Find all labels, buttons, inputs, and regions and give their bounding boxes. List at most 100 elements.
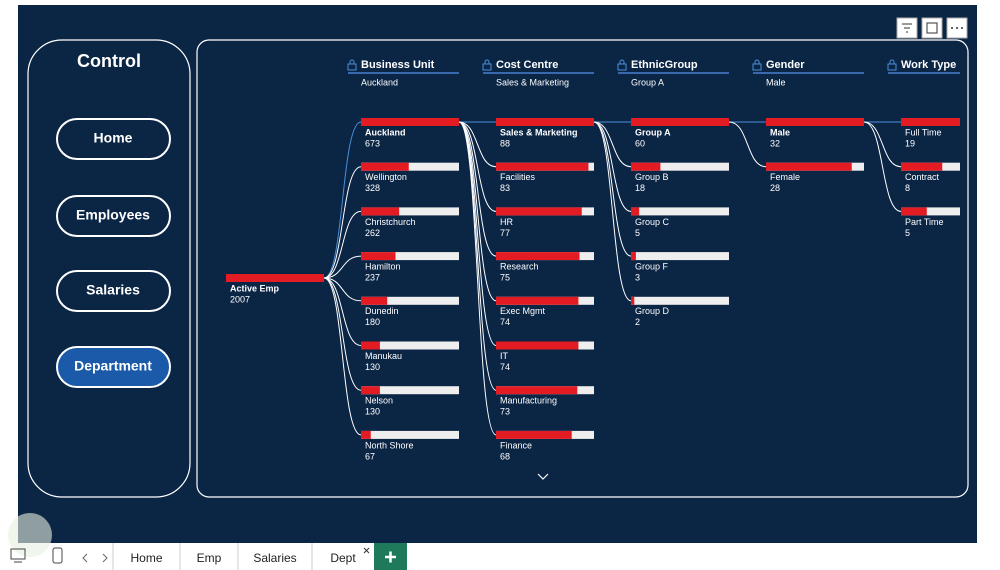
nav-button[interactable] — [56, 270, 171, 312]
bar[interactable] — [766, 162, 852, 171]
prev-page-arrow[interactable] — [82, 553, 88, 563]
nav-button-label[interactable]: Employees — [76, 207, 150, 223]
nav-button[interactable] — [56, 346, 171, 388]
node-label[interactable]: Contract — [905, 172, 940, 182]
node-label[interactable]: Sales & Marketing — [500, 127, 578, 137]
bar[interactable] — [361, 296, 388, 305]
node-label[interactable]: Manufacturing — [500, 396, 557, 406]
mobile-view-icon[interactable] — [52, 547, 63, 564]
node-value: 75 — [500, 272, 510, 282]
nav-button-label[interactable]: Salaries — [86, 282, 140, 298]
bar[interactable] — [901, 162, 943, 171]
bar[interactable] — [496, 252, 580, 261]
node-value: 68 — [500, 451, 510, 461]
node-label[interactable]: Nelson — [365, 396, 393, 406]
node-label[interactable]: Group C — [635, 217, 670, 227]
lock-shackle — [619, 59, 625, 64]
connector — [593, 121, 632, 212]
level-selection: Male — [766, 77, 786, 87]
bar[interactable] — [496, 341, 579, 350]
level-header[interactable]: Business Unit — [361, 59, 435, 71]
level-header[interactable]: Cost Centre — [496, 59, 558, 71]
nav-button[interactable] — [56, 118, 171, 160]
node-label[interactable]: Group B — [635, 172, 669, 182]
node-value: 673 — [365, 138, 380, 148]
node-label[interactable]: Group D — [635, 306, 670, 316]
tab-label[interactable]: Home — [130, 551, 162, 565]
bar[interactable] — [361, 430, 371, 439]
page-tab[interactable]: Salaries — [237, 543, 297, 570]
bar[interactable] — [766, 118, 864, 126]
bar[interactable] — [631, 162, 661, 171]
node-label[interactable]: Male — [770, 127, 790, 137]
bar[interactable] — [361, 252, 396, 261]
connector — [323, 255, 362, 279]
bar[interactable] — [631, 118, 729, 126]
nav-button[interactable] — [56, 195, 171, 237]
node-label[interactable]: Full Time — [905, 127, 942, 137]
bar[interactable] — [631, 296, 635, 305]
desktop-view-icon[interactable] — [10, 548, 26, 560]
node-label[interactable]: Research — [500, 261, 539, 271]
connector — [593, 121, 632, 302]
connector — [458, 121, 497, 302]
page-tab[interactable]: Dept — [311, 543, 356, 570]
bar[interactable] — [361, 118, 459, 126]
bar[interactable] — [496, 296, 579, 305]
node-label[interactable]: Hamilton — [365, 261, 401, 271]
scroll-down-chevron[interactable] — [537, 473, 549, 480]
node-label[interactable]: Christchurch — [365, 217, 416, 227]
node-label[interactable]: Part Time — [905, 217, 944, 227]
lock-body — [482, 63, 492, 71]
next-page-arrow[interactable] — [102, 553, 108, 563]
bar[interactable] — [496, 207, 582, 216]
root-label: Active Emp — [230, 283, 280, 293]
bar[interactable] — [361, 341, 380, 350]
tab-label[interactable]: Dept — [330, 551, 356, 565]
level-header[interactable]: Gender — [766, 59, 805, 71]
tab-label[interactable]: Emp — [197, 551, 222, 565]
tree-panel — [196, 39, 969, 498]
bar[interactable] — [496, 118, 594, 126]
bar[interactable] — [901, 207, 927, 216]
node-label[interactable]: Exec Mgmt — [500, 306, 546, 316]
bar[interactable] — [496, 386, 578, 395]
lock-shackle — [484, 59, 490, 64]
bar[interactable] — [631, 252, 636, 261]
tab-label[interactable]: Salaries — [253, 551, 296, 565]
node-label[interactable]: Group F — [635, 261, 669, 271]
node-label[interactable]: Finance — [500, 440, 532, 450]
connector — [593, 121, 632, 168]
nav-button-label[interactable]: Department — [74, 358, 152, 374]
bar[interactable] — [901, 118, 999, 126]
page-tab[interactable]: Home — [112, 543, 163, 570]
bar[interactable] — [496, 430, 572, 439]
node-label[interactable]: Auckland — [365, 127, 406, 137]
node-value: 32 — [770, 138, 780, 148]
root-bar — [226, 274, 324, 282]
node-label[interactable]: IT — [500, 351, 509, 361]
visual-toolbar — [896, 17, 968, 39]
node-label[interactable]: Manukau — [365, 351, 402, 361]
focus-icon[interactable] — [921, 17, 943, 39]
level-header[interactable]: EthnicGroup — [631, 59, 698, 71]
node-label[interactable]: Dunedin — [365, 306, 399, 316]
node-value: 5 — [905, 228, 910, 238]
lock-shackle — [754, 59, 760, 64]
node-label[interactable]: Facilities — [500, 172, 536, 182]
node-label[interactable]: Wellington — [365, 172, 407, 182]
level-header[interactable]: Work Type — [901, 59, 956, 71]
node-label[interactable]: North Shore — [365, 440, 414, 450]
node-label[interactable]: Group A — [635, 127, 671, 137]
bar-track — [631, 162, 729, 171]
node-label[interactable]: HR — [500, 217, 513, 227]
bar[interactable] — [361, 386, 380, 395]
bar[interactable] — [361, 162, 409, 171]
bar[interactable] — [631, 207, 640, 216]
node-label[interactable]: Female — [770, 172, 800, 182]
bar[interactable] — [496, 162, 589, 171]
nav-button-label[interactable]: Home — [94, 130, 133, 146]
page-tab[interactable]: Emp — [179, 543, 222, 570]
bar[interactable] — [361, 207, 400, 216]
